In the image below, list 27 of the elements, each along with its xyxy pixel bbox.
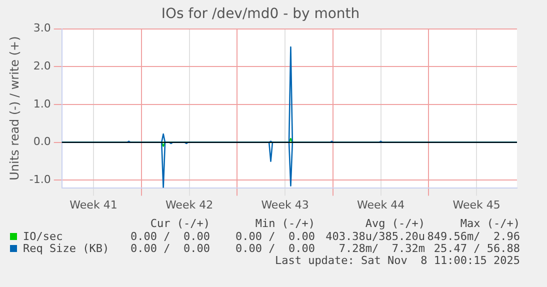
legend-label: Req Size (KB): [23, 242, 110, 254]
text: 849.56m/ 2.96: [426, 230, 520, 243]
text: 25.47 / 56.88: [432, 242, 520, 255]
text: Last update: Sat Nov 8 11:00:15 2025: [274, 254, 520, 267]
x-tick-label: Week 41: [70, 198, 118, 212]
y-tick-label: 3.0: [33, 22, 51, 35]
x-tick-label: Week 42: [165, 198, 214, 212]
x-tick-label: Week 45: [452, 198, 500, 212]
text: Max (-/+): [459, 217, 520, 230]
text: 0.00 / 0.00: [130, 230, 210, 243]
y-axis-title: Units read (-) / write (+): [7, 36, 22, 180]
text: 0.00 / 0.00: [130, 242, 210, 255]
text: Avg (-/+): [364, 217, 425, 230]
y-tick-label: -1.0: [29, 173, 51, 186]
chart-title: IOs for /dev/md0 - by month: [161, 6, 360, 22]
x-tick-label: Week 44: [356, 198, 405, 212]
text: Cur (-/+): [149, 217, 210, 230]
text: Min (-/+): [254, 217, 315, 230]
text: 7.28m/ 7.32m: [338, 242, 425, 255]
x-tick-label: Week 43: [261, 198, 309, 212]
legend-label: IO/sec: [23, 230, 63, 242]
y-tick-label: 0.0: [33, 135, 51, 148]
text: 0.00 / 0.00: [234, 242, 315, 255]
text: 0.00 / 0.00: [234, 230, 315, 243]
y-tick-label: 2.0: [33, 60, 51, 73]
text: 403.38u/385.20u: [324, 230, 425, 243]
y-tick-label: 1.0: [33, 97, 51, 110]
